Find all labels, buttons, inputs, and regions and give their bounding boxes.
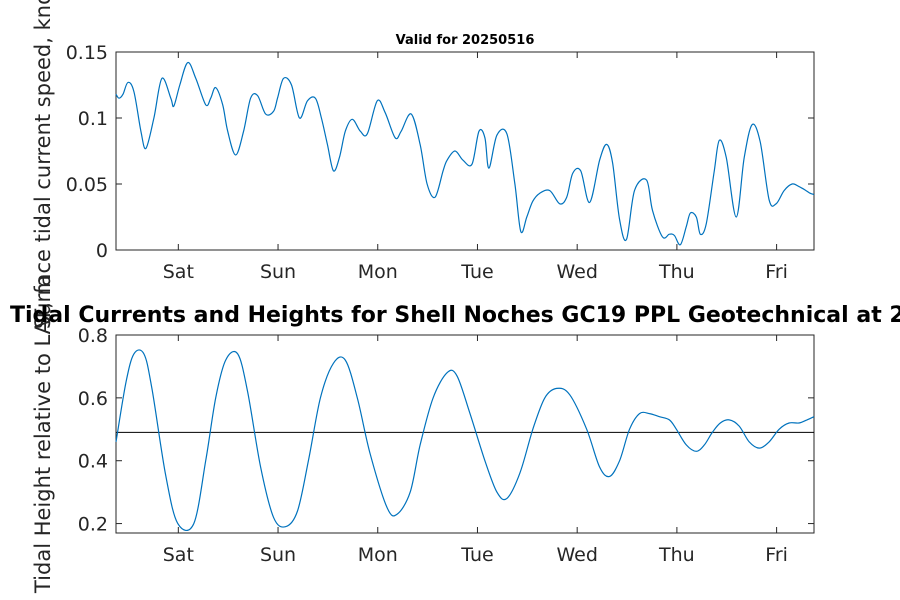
tidal-height-y-tick-label: 0.8 <box>78 325 108 347</box>
tidal-height-x-tick-label: Sat <box>163 544 194 566</box>
current-speed-x-tick-label: Fri <box>765 261 788 283</box>
tidal-height-x-tick-label: Sun <box>260 544 296 566</box>
tidal-height-y-tick-label: 0.6 <box>78 388 108 410</box>
current-speed-title: Valid for 20250516 <box>396 33 535 48</box>
tidal-height-y-label: Tidal Height relative to LAT, m <box>31 275 55 594</box>
tidal-height-x-tick-label: Fri <box>765 544 788 566</box>
current-speed-x-tick-label: Tue <box>460 261 493 283</box>
tidal-height-x-tick-label: Tue <box>460 544 493 566</box>
current-speed-x-tick-label: Sun <box>260 261 296 283</box>
current-speed-series-line <box>115 61 815 246</box>
current-speed-axes-box <box>115 51 815 251</box>
current-speed-y-tick-label: 0.1 <box>78 108 108 130</box>
tidal-height-x-tick-label: Wed <box>556 544 597 566</box>
current-speed-y-tick-label: 0.05 <box>66 174 108 196</box>
tidal-height-series-line <box>115 349 815 532</box>
current-speed-x-tick-label: Mon <box>358 261 398 283</box>
current-speed-y-tick-label: 0.15 <box>66 42 108 64</box>
tidal-height-x-tick-label: Thu <box>658 544 695 566</box>
tidal-height-y-tick-label: 0.2 <box>78 514 108 536</box>
figure-main-title: Tidal Currents and Heights for Shell Noc… <box>10 303 900 328</box>
tidal-height-y-ticks: 0.2 0.4 0.6 0.8 <box>78 325 814 536</box>
current-speed-x-tick-label: Sat <box>163 261 194 283</box>
tidal-height-y-tick-label: 0.4 <box>78 451 108 473</box>
tidal-height-x-ticks: Sat Sun Mon Tue Wed Thu Fri <box>163 335 788 566</box>
current-speed-y-ticks: 0 0.05 0.1 0.15 <box>66 42 814 262</box>
current-speed-x-tick-label: Thu <box>658 261 695 283</box>
current-speed-x-ticks: Sat Sun Mon Tue Wed Thu Fri <box>163 52 788 283</box>
current-speed-panel: Valid for 20250516 0 0.05 0.1 0.15 Sat Sun Mo… <box>31 0 815 329</box>
tidal-height-x-tick-label: Mon <box>358 544 398 566</box>
current-speed-y-label: Surface tidal current speed, knots <box>31 0 55 329</box>
tidal-height-panel: 0.2 0.4 0.6 0.8 Sat Sun Mon Tue Wed Thu Fri Tidal… <box>31 275 815 594</box>
current-speed-y-tick-label: 0 <box>96 240 108 262</box>
tidal-height-axes-box <box>115 334 815 534</box>
current-speed-x-tick-label: Wed <box>556 261 597 283</box>
